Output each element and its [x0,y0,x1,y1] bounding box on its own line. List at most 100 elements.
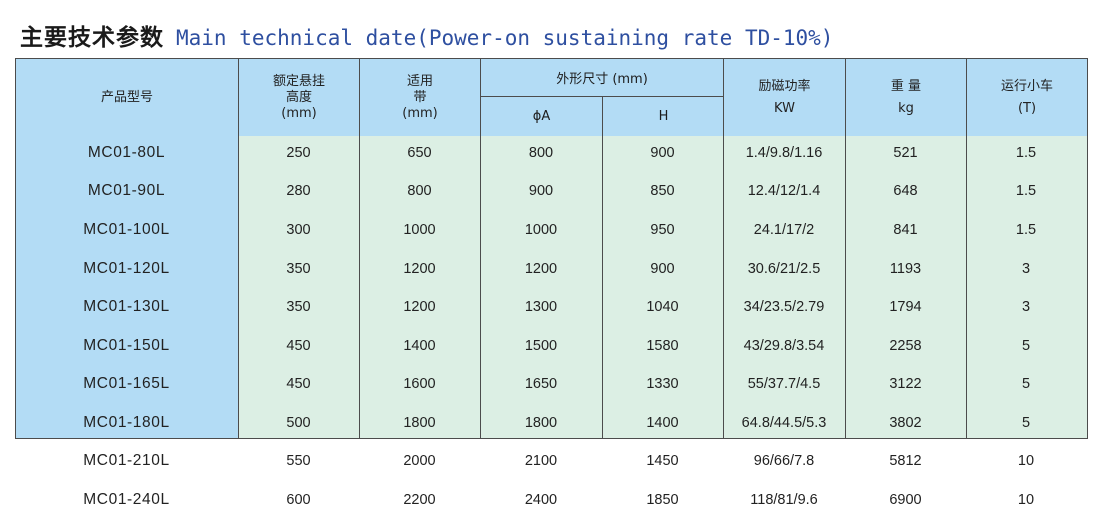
header-power-unit: KW [774,100,795,116]
cell-trolley: 1.5 [1015,222,1037,238]
column-divider [845,136,846,438]
cell-dim-a: 2400 [524,492,558,508]
title-english: Main technical date(Power-on sustaining … [176,26,834,50]
cell-dim-h: 1450 [646,453,679,469]
cell-model: MC01-120L [83,260,170,277]
cell-belt-width: 1200 [403,261,436,277]
header-weight-unit: kg [898,100,914,116]
cell-weight: 1193 [889,261,922,277]
header-trolley-unit: (T) [1017,100,1037,116]
cell-excitation-power: 30.6/21/2.5 [747,261,821,277]
title-chinese: 主要技术参数 [20,25,164,51]
cell-suspension-height: 550 [286,453,311,469]
cell-suspension-height: 450 [286,376,311,392]
header-height-line1: 额定悬挂 [272,73,325,89]
cell-trolley: 5 [1021,415,1031,431]
column-divider [480,136,481,438]
table-row: MC01-165L 450 1600 1650 1330 55/37.7/4.5 3122 5 [15,365,1088,403]
cell-belt-width: 2200 [403,492,436,508]
cell-excitation-power: 1.4/9.8/1.16 [745,145,823,161]
cell-model: MC01-165L [83,375,170,392]
header-weight-label: 重 量 [890,78,922,94]
header-belt-line2: 带 [413,89,427,105]
cell-weight: 1794 [889,299,922,315]
cell-model: MC01-100L [83,221,170,238]
cell-belt-width: 1200 [403,299,436,315]
cell-model: MC01-80L [87,144,166,161]
cell-weight: 6900 [889,492,922,508]
cell-dim-a: 1200 [524,261,558,277]
cell-suspension-height: 280 [286,183,311,199]
table-header: 产品型号 额定悬挂 高度 (mm) 适用 带 (mm) 外形尺寸 (mm) ϕA… [15,58,1088,137]
column-divider [723,136,724,438]
cell-weight: 3122 [889,376,922,392]
cell-dim-a: 1000 [524,222,558,238]
cell-belt-width: 1600 [403,376,436,392]
column-divider [359,136,360,438]
cell-excitation-power: 96/66/7.8 [753,453,815,469]
cell-dim-h: 1040 [646,299,679,315]
cell-trolley: 5 [1021,376,1031,392]
cell-suspension-height: 250 [286,145,311,161]
cell-weight: 3802 [889,415,922,431]
header-model: 产品型号 [16,59,239,136]
cell-excitation-power: 64.8/44.5/5.3 [741,415,827,431]
header-height-unit: (mm) [281,105,317,121]
cell-trolley: 5 [1021,338,1031,354]
cell-trolley: 10 [1017,492,1035,508]
cell-dim-a: 900 [528,183,554,199]
cell-dim-h: 950 [650,222,675,238]
cell-dim-a: 800 [528,145,554,161]
cell-dim-a: 2100 [524,453,558,469]
cell-dim-a: 1800 [524,415,558,431]
cell-weight: 648 [893,183,918,199]
header-trolley-label: 运行小车 [1000,78,1053,94]
cell-dim-a: 1650 [524,376,558,392]
cell-model: MC01-150L [83,337,170,354]
header-belt-unit: (mm) [402,105,438,121]
cell-suspension-height: 300 [286,222,311,238]
table-body-background [15,136,1088,439]
cell-belt-width: 2000 [403,453,436,469]
cell-dim-a: 1300 [524,299,558,315]
header-belt: 适用 带 (mm) [360,59,481,136]
header-power: 励磁功率 KW [724,59,846,136]
cell-dim-h: 1330 [646,376,679,392]
header-dim-h: H [658,109,669,124]
cell-suspension-height: 500 [286,415,311,431]
table-row: MC01-150L 450 1400 1500 1580 43/29.8/3.54 2258… [15,327,1088,365]
cell-excitation-power: 55/37.7/4.5 [747,376,821,392]
table-row: MC01-100L 300 1000 1000 950 24.1/17/2 841 1.5 [15,211,1088,249]
cell-model: MC01-90L [87,182,166,199]
cell-suspension-height: 350 [286,299,311,315]
table-row: MC01-240L 600 2200 2400 1850 118/81/9.6 6900 10 [15,481,1088,519]
cell-suspension-height: 600 [286,492,311,508]
table-row: MC01-90L 280 800 900 850 12.4/12/1.4 648 1.5 [15,172,1088,210]
cell-excitation-power: 118/81/9.6 [750,492,818,508]
header-height: 额定悬挂 高度 (mm) [239,59,360,136]
header-height-line2: 高度 [285,89,312,105]
cell-excitation-power: 34/23.5/2.79 [743,299,825,315]
cell-model: MC01-130L [83,298,170,315]
cell-dim-h: 850 [650,183,675,199]
header-trolley: 运行小车 (T) [967,59,1087,136]
cell-weight: 521 [893,145,918,161]
cell-trolley: 3 [1021,299,1031,315]
column-divider [966,136,967,438]
cell-weight: 841 [893,222,918,238]
cell-dim-h: 900 [650,145,675,161]
cell-suspension-height: 450 [286,338,311,354]
header-dimensions: 外形尺寸 (mm) ϕA H [481,59,724,136]
cell-model: MC01-240L [83,491,170,508]
table-row: MC01-210L 550 2000 2100 1450 96/66/7.8 5812 10 [15,442,1088,480]
cell-trolley: 1.5 [1015,145,1037,161]
header-weight: 重 量 kg [846,59,967,136]
cell-excitation-power: 43/29.8/3.54 [743,338,825,354]
cell-trolley: 1.5 [1015,183,1037,199]
cell-belt-width: 800 [407,183,432,199]
table-row: MC01-180L 500 1800 1800 1400 64.8/44.5/5.3 380… [15,404,1088,442]
cell-dim-h: 900 [650,261,675,277]
cell-belt-width: 1800 [403,415,436,431]
column-divider [602,136,603,438]
cell-dim-h: 1850 [646,492,679,508]
